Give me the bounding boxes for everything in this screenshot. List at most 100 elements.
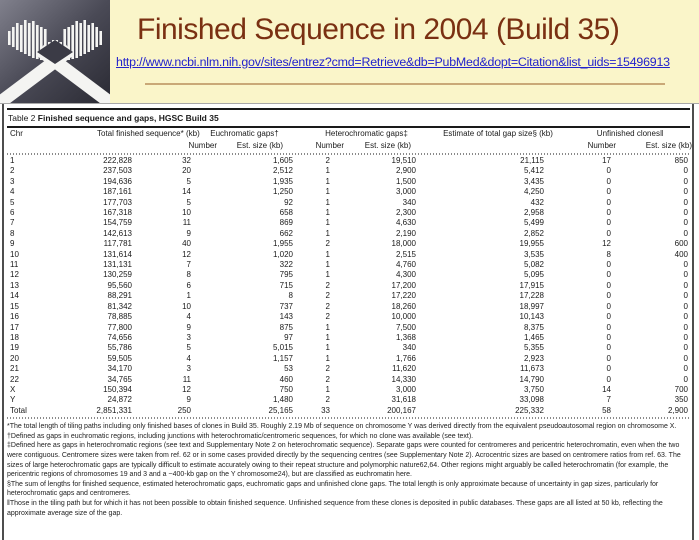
value-cell: 17 [602, 156, 611, 165]
value-cell: 1,465 [523, 332, 544, 342]
value-cell: 4 [186, 312, 191, 322]
value-cell: 1,955 [272, 239, 293, 249]
slide-title: Finished Sequence in 2004 (Build 35) [137, 13, 620, 46]
value-cell: 5 [186, 197, 191, 207]
table-row: 9 117,781 40 1,955 2 18,000 19,955 12 600 [7, 239, 690, 249]
value-cell: 340 [402, 197, 416, 207]
value-cell: 2,512 [272, 166, 293, 176]
chr-cell: 9 [10, 239, 15, 249]
value-cell: 1 [325, 353, 330, 363]
chr-cell: 12 [10, 270, 19, 280]
value-cell: 9 [186, 322, 191, 332]
table-row: 15 81,342 10 737 2 18,260 18,997 0 0 [7, 302, 690, 312]
pubmed-link[interactable]: http://www.ncbi.nlm.nih.gov/sites/entrez… [116, 55, 670, 69]
value-cell: 0 [683, 343, 688, 353]
value-cell: 58 [602, 405, 611, 415]
value-cell: 0 [683, 312, 688, 322]
chr-cell: 10 [10, 249, 19, 259]
col-header-heterochromatic-gaps: Heterochromatic gaps‡ [325, 129, 408, 138]
value-cell: 1 [325, 187, 330, 197]
value-cell: 0 [683, 374, 688, 384]
value-cell: 0 [683, 166, 688, 176]
table-figure: Table 2 Finished sequence and gaps, HGSC… [0, 103, 699, 540]
table-caption-title: Finished sequence and gaps, HGSC Build 3… [35, 113, 219, 123]
table-row: 2 237,503 20 2,512 1 2,900 5,412 0 0 [7, 166, 690, 176]
value-cell: 2 [325, 374, 330, 384]
value-cell: 600 [674, 239, 688, 249]
value-cell: 3,750 [523, 384, 544, 394]
value-cell: 237,503 [103, 166, 132, 176]
value-cell: 0 [683, 280, 688, 290]
table-row: 1 222,828 32 1,605 2 19,510 21,115 17 850 [7, 156, 690, 166]
value-cell: 2 [325, 239, 330, 249]
value-cell: 10,000 [391, 312, 416, 322]
col-subheader-eu-est-size: Est. size (kb) [236, 141, 284, 150]
value-cell: 187,161 [103, 187, 132, 197]
value-cell: 322 [279, 260, 293, 270]
table-row: 14 88,291 1 8 2 17,220 17,228 0 0 [7, 291, 690, 301]
value-cell: 0 [683, 301, 688, 311]
value-cell: 1 [325, 322, 330, 332]
value-cell: 1,157 [272, 353, 293, 363]
col-header-unfinished-clones: Unfinished clones‖ [596, 129, 664, 138]
value-cell: 167,318 [103, 208, 132, 218]
chr-cell: 13 [10, 280, 19, 290]
value-cell: 225,332 [515, 405, 544, 415]
table-row: 20 59,505 4 1,157 1 1,766 2,923 0 0 [7, 354, 690, 364]
value-cell: 177,703 [103, 197, 132, 207]
table-row: 19 55,786 5 5,015 1 340 5,355 0 0 [7, 343, 690, 353]
value-cell: 1 [186, 291, 191, 301]
table-row: 8 142,613 9 662 1 2,190 2,852 0 0 [7, 229, 690, 239]
value-cell: 7 [186, 260, 191, 270]
value-cell: 0 [683, 228, 688, 238]
value-cell: 2,300 [395, 208, 416, 218]
footnote: ‖Those in the tiling path but for which … [7, 499, 663, 517]
value-cell: 19,510 [391, 156, 416, 165]
value-cell: 6 [186, 280, 191, 290]
value-cell: 0 [683, 322, 688, 332]
value-cell: 0 [683, 218, 688, 228]
value-cell: 5,355 [523, 343, 544, 353]
value-cell: 1 [325, 270, 330, 280]
value-cell: 250 [177, 405, 191, 415]
value-cell: 1 [325, 176, 330, 186]
value-cell: 34,170 [107, 364, 132, 374]
value-cell: 700 [674, 384, 688, 394]
value-cell: 0 [606, 374, 611, 384]
value-cell: 2,515 [395, 249, 416, 259]
value-cell: 19,955 [519, 239, 544, 249]
value-cell: 95,560 [107, 280, 132, 290]
value-cell: 0 [683, 270, 688, 280]
value-cell: 0 [606, 197, 611, 207]
value-cell: 17,220 [391, 291, 416, 301]
value-cell: 2,851,331 [96, 405, 132, 415]
value-cell: 0 [683, 364, 688, 374]
value-cell: 0 [606, 353, 611, 363]
value-cell: 3,435 [523, 176, 544, 186]
value-cell: 9 [186, 228, 191, 238]
col-header-total-finished: Total finished sequence* (kb) [97, 129, 200, 138]
value-cell: 0 [606, 332, 611, 342]
table-row: 12 130,259 8 795 1 4,300 5,095 0 0 [7, 270, 690, 280]
table-row: 7 154,759 11 869 1 4,630 5,499 0 0 [7, 218, 690, 228]
value-cell: 3 [186, 364, 191, 374]
footnote: †Defined as gaps in euchromatic regions,… [7, 432, 474, 440]
chr-cell: 1 [10, 156, 15, 165]
value-cell: 0 [683, 332, 688, 342]
value-cell: 0 [606, 270, 611, 280]
chr-cell: 20 [10, 353, 19, 363]
col-header-chr: Chr [10, 129, 23, 138]
value-cell: 0 [683, 197, 688, 207]
value-cell: 5,412 [523, 166, 544, 176]
value-cell: 1,500 [395, 176, 416, 186]
value-cell: 4,760 [395, 260, 416, 270]
value-cell: 11 [182, 218, 191, 228]
value-cell: 0 [683, 291, 688, 301]
genome-center-logo [0, 0, 110, 103]
value-cell: 1,250 [272, 187, 293, 197]
value-cell: 350 [674, 395, 688, 405]
value-cell: 1,766 [395, 353, 416, 363]
value-cell: 2,900 [667, 405, 688, 415]
value-cell: 658 [279, 208, 293, 218]
value-cell: 1 [325, 343, 330, 353]
